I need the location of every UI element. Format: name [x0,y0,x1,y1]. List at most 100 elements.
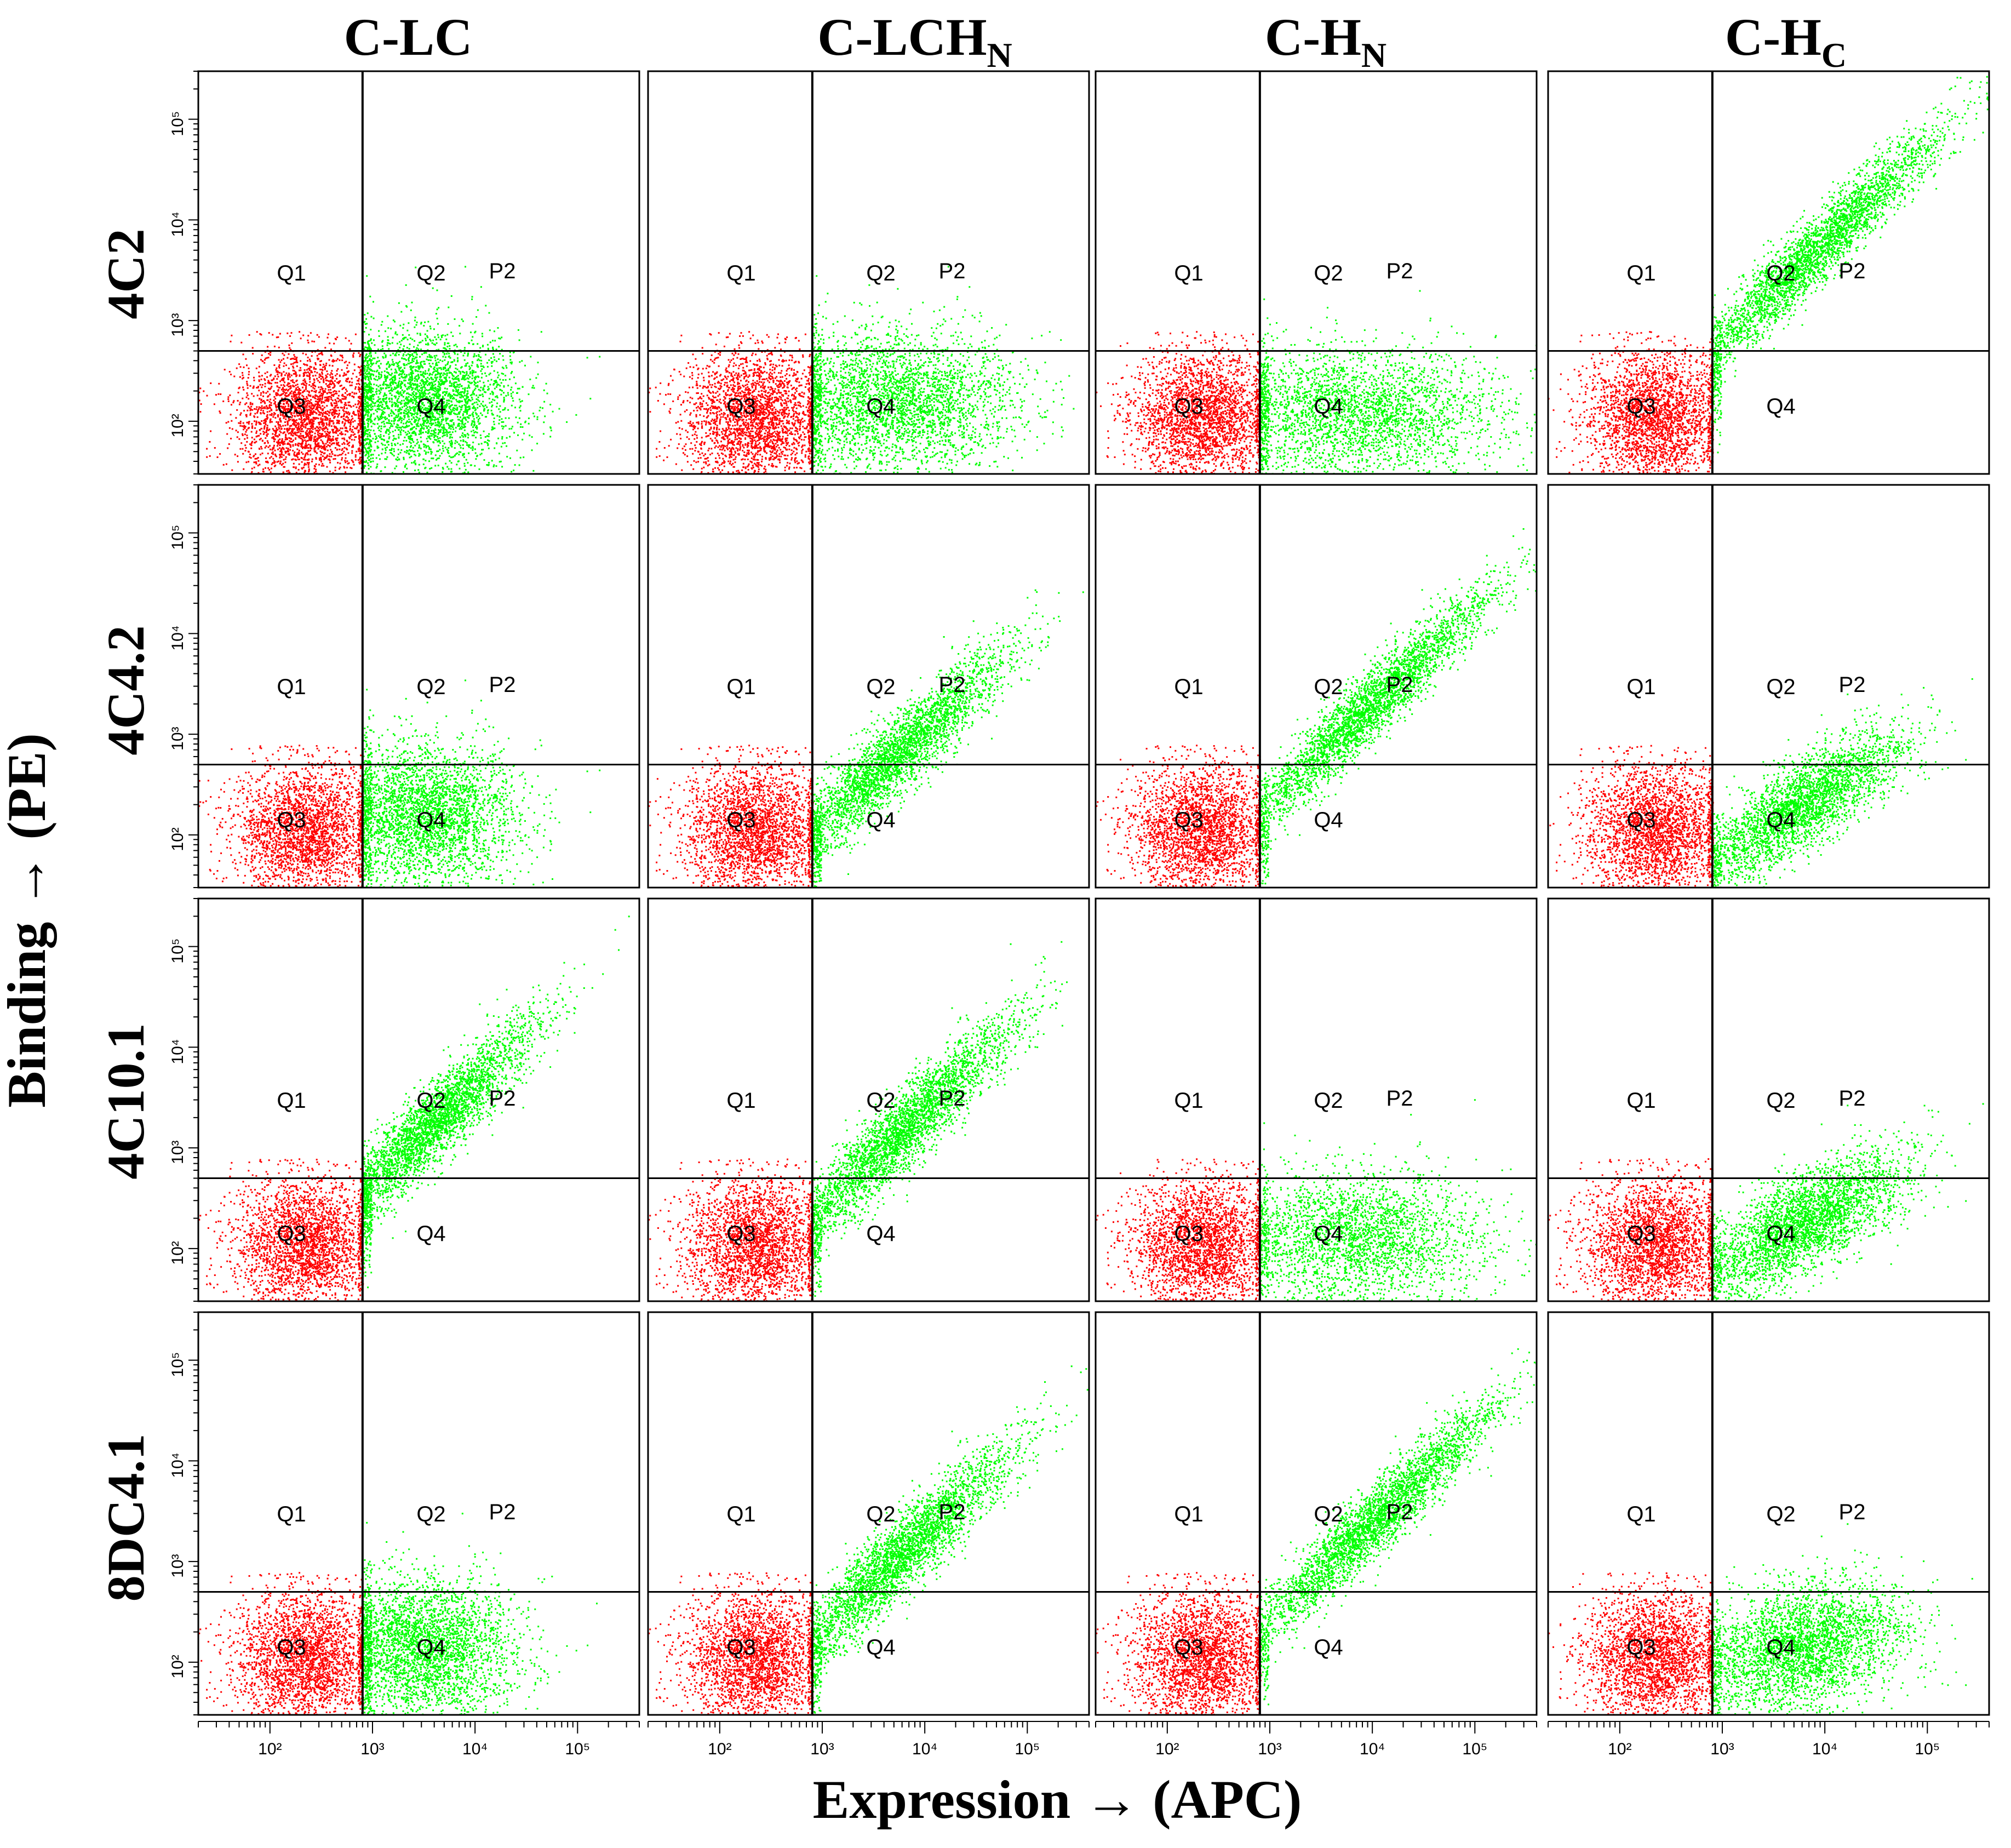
quadrant-label: Q4 [416,1635,445,1660]
quadrant-label: Q3 [1174,1222,1203,1246]
y-tick-label: 10⁴ [169,211,187,237]
unstained-population-points [633,745,813,992]
expressing-population-points [812,906,1117,1345]
quadrant-label: Q3 [726,394,755,419]
x-tick-label: 10⁵ [1462,1740,1487,1758]
x-tick-label: 10³ [360,1740,384,1758]
x-tick-label: 10³ [1710,1740,1734,1758]
x-axis-ticks: 10² 10³ 10⁴ 10⁵ [198,1721,639,1758]
quadrant-label: Q1 [277,675,306,699]
quadrant-label: Q3 [277,1635,306,1660]
quadrant-label: Q2 [1314,1502,1343,1526]
quadrant-label: Q4 [1766,1635,1795,1660]
quadrant-label: Q2 [866,1502,895,1526]
row-label: 4C10.1 [96,1023,155,1179]
x-tick-label: 10⁴ [1812,1740,1837,1758]
unstained-population-points [183,1572,364,1763]
unstained-population-points [1080,331,1262,552]
expressing-population-points [1712,662,1998,947]
scatter-points [183,916,629,1351]
quadrant-label: Q3 [1626,808,1655,832]
quadrant-label: Q1 [1626,1089,1655,1113]
quadrant-label: Q1 [277,1089,306,1113]
unstained-population-points [1523,1158,1714,1349]
quadrant-label: Q1 [1174,1089,1203,1113]
scatter-points [1080,468,1602,935]
y-tick-label: 10³ [169,726,187,750]
quadrant-label: Q1 [277,261,306,285]
quadrant-label: Q2 [866,1089,895,1113]
quadrant-label: Q2 [1766,1089,1795,1113]
x-tick-label: 10⁵ [1915,1740,1940,1758]
gate-label: P2 [489,673,516,697]
gate-label: P2 [489,1500,516,1524]
expressing-population-points [812,266,1128,535]
quadrant-label: Q4 [1314,808,1343,832]
expressing-population-points [363,679,600,948]
row-label: 8DC4.1 [96,1434,155,1602]
y-tick-label: 10³ [169,313,187,336]
gate-label: P2 [1386,1500,1413,1524]
quadrant-label: Q4 [1766,394,1795,419]
column-header: C-HC [1725,8,1847,75]
y-axis-ticks: 10² 10³ 10⁴ 10⁵ [169,485,198,888]
y-tick-label: 10⁴ [169,1452,187,1478]
unstained-population-points [1080,745,1262,935]
quadrant-label: Q4 [866,1635,895,1660]
quadrant-label: Q4 [1766,1222,1795,1246]
y-tick-label: 10⁴ [169,625,187,650]
x-axis-ticks: 10² 10³ 10⁴ 10⁵ [1548,1721,1989,1758]
quadrant-label: Q3 [1174,394,1203,419]
quadrant-label: Q3 [277,808,306,832]
expressing-population-points [363,916,630,1320]
quadrant-label: Q2 [416,1502,445,1526]
y-tick-label: 10⁵ [169,525,187,550]
quadrant-label: Q4 [1766,808,1795,832]
quadrant-label: Q3 [1626,394,1655,419]
y-tick-label: 10⁵ [169,111,187,136]
quadrant-label: Q1 [726,1502,755,1526]
gate-label: P2 [939,259,966,283]
quadrant-label: Q4 [1314,1635,1343,1660]
quadrant-label: Q2 [1314,1089,1343,1113]
quadrant-label: Q2 [866,261,895,285]
x-tick-label: 10³ [1258,1740,1281,1758]
unstained-population-points [1486,331,1714,535]
y-tick-label: 10⁵ [169,1352,187,1377]
y-tick-label: 10² [169,827,187,851]
quadrant-label: Q2 [1314,261,1343,285]
unstained-population-points [183,331,364,578]
x-tick-label: 10³ [810,1740,834,1758]
quadrant-label: Q3 [277,1222,306,1246]
expressing-population-points [812,1329,1117,1769]
y-tick-label: 10³ [169,1140,187,1164]
gate-label: P2 [1839,673,1866,697]
quadrant-label: Q1 [1626,261,1655,285]
unstained-population-points [633,1572,813,1763]
scatter-points [183,1513,598,1778]
y-tick-label: 10⁵ [169,939,187,964]
scatter-points [633,1329,1117,1769]
expressing-population-points [1712,1523,1998,1763]
gate-label: P2 [1386,1086,1413,1111]
expressing-population-points [1260,290,1630,570]
y-tick-label: 10⁴ [169,1039,187,1064]
expressing-population-points [1712,32,2011,453]
column-header: C-LC [344,8,473,66]
quadrant-label: Q3 [726,1222,755,1246]
x-tick-label: 10⁵ [565,1740,590,1758]
unstained-population-points [1533,1572,1714,1793]
row-label: 4C4.2 [96,625,155,755]
quadrant-label: Q1 [1174,261,1203,285]
